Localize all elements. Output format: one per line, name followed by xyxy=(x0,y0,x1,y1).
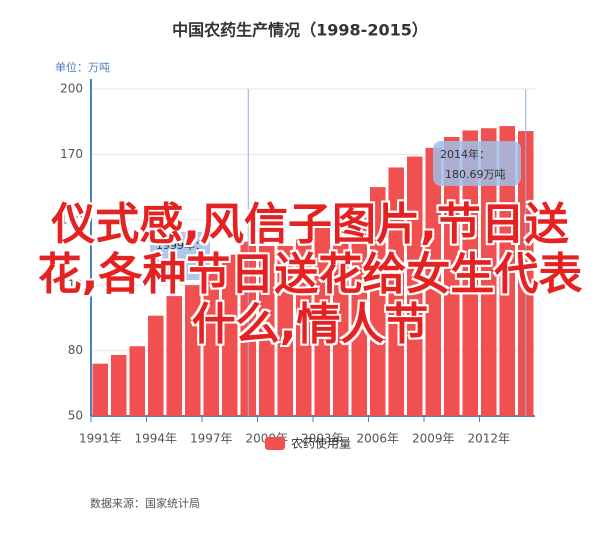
bar xyxy=(258,245,275,416)
bar xyxy=(332,215,349,416)
y-tick-label: 80 xyxy=(68,343,83,357)
bar xyxy=(129,346,146,416)
bar xyxy=(480,128,497,417)
y-tick-label: 110 xyxy=(60,278,83,292)
bar xyxy=(443,136,460,416)
bar xyxy=(314,224,331,416)
source: 数据来源：国家统计局 xyxy=(90,496,200,510)
x-tick-label: 1991年 xyxy=(79,432,122,446)
bar xyxy=(462,130,479,417)
bar xyxy=(295,239,312,416)
x-tick-label: 2006年 xyxy=(356,432,399,446)
x-tick-label: 2012年 xyxy=(467,432,510,446)
chart-title: 中国农药生产情况（1998-2015） xyxy=(172,21,428,40)
overlay-text: 仪式感,风信子图片,节日送花,各种节日送花给女生代表什么,情人节 xyxy=(37,199,583,350)
bar xyxy=(277,245,294,416)
bar xyxy=(388,167,405,416)
bar xyxy=(184,285,201,416)
tooltip-title: 2014年： xyxy=(440,147,490,161)
tooltip-box xyxy=(433,141,521,186)
bar xyxy=(110,354,127,416)
x-tick-label: 1994年 xyxy=(134,432,177,446)
bar xyxy=(351,208,368,416)
bar xyxy=(425,147,442,417)
bar xyxy=(221,254,238,416)
unit-label: 单位：万吨 xyxy=(55,60,110,74)
tooltip-title: 1999年： xyxy=(156,238,206,252)
y-tick-label: 170 xyxy=(60,147,83,161)
legend-label: 农药使用量 xyxy=(291,436,351,451)
bar xyxy=(147,315,164,416)
y-tick-label: 50 xyxy=(68,409,83,423)
bar xyxy=(166,296,183,416)
bar xyxy=(369,187,386,416)
x-tick-label: 1997年 xyxy=(190,432,233,446)
bar xyxy=(499,126,516,416)
tooltip-text: 180.69万吨 xyxy=(445,168,506,181)
y-tick-label: 200 xyxy=(60,82,83,96)
bar xyxy=(92,363,109,416)
x-tick-label: 2009年 xyxy=(412,432,455,446)
y-tick-label: 140 xyxy=(60,212,83,226)
x-tick-label: 2003年 xyxy=(301,432,344,446)
bar xyxy=(406,156,423,416)
bar xyxy=(203,269,220,416)
tooltip-box xyxy=(150,232,210,280)
legend-swatch xyxy=(265,437,285,450)
